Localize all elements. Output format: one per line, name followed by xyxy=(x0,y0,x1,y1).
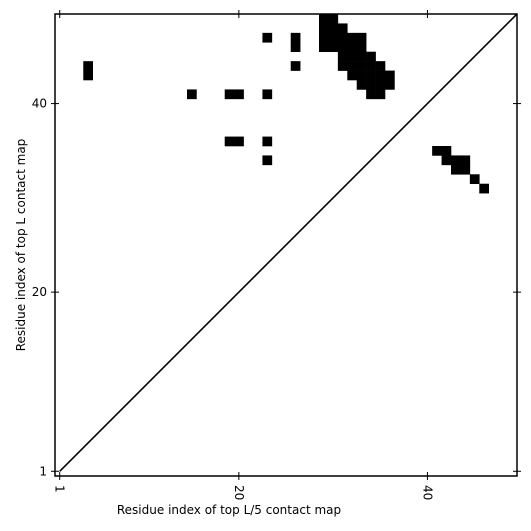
contact-cell xyxy=(187,89,197,100)
contact-cell xyxy=(366,70,376,81)
contact-cell xyxy=(347,51,358,62)
contact-cell xyxy=(319,14,329,24)
contact-cell xyxy=(234,89,244,100)
contact-cell xyxy=(375,80,386,90)
contact-cell xyxy=(328,32,339,43)
contact-cell xyxy=(479,183,490,194)
contact-cell xyxy=(451,155,461,166)
contact-cell xyxy=(337,42,348,53)
contact-cell xyxy=(262,32,273,43)
contact-cell xyxy=(337,23,348,34)
y-tick-label: 20 xyxy=(32,285,47,299)
contact-cell xyxy=(469,174,480,185)
contact-cell xyxy=(347,70,358,81)
contact-cell xyxy=(385,80,395,90)
y-tick-label: 40 xyxy=(32,97,47,111)
contact-cell xyxy=(234,136,244,147)
contact-cell xyxy=(328,23,339,34)
contact-cell xyxy=(347,32,358,43)
contact-cell xyxy=(460,155,471,166)
plot-frame xyxy=(54,13,518,477)
contact-cell xyxy=(356,80,367,90)
contact-cell xyxy=(366,51,376,62)
contact-cell xyxy=(262,136,273,147)
x-tick-label: 40 xyxy=(420,485,434,500)
contact-cell xyxy=(375,61,386,71)
contact-cell xyxy=(356,32,367,43)
contact-cell xyxy=(375,70,386,81)
contact-cell xyxy=(262,155,273,166)
contact-cell xyxy=(224,89,235,100)
contact-cell xyxy=(356,42,367,53)
contact-cell xyxy=(290,61,301,71)
contact-cell xyxy=(83,61,94,71)
contact-cell xyxy=(356,51,367,62)
contact-cell xyxy=(319,23,329,34)
y-axis-label: Residue index of top L contact map xyxy=(14,139,28,352)
contact-cell xyxy=(337,61,348,71)
contact-cell xyxy=(319,32,329,43)
contact-cell xyxy=(328,14,339,24)
contact-cell xyxy=(262,89,273,100)
contact-cell xyxy=(441,146,452,156)
contact-cell xyxy=(337,32,348,43)
contact-cell xyxy=(290,32,301,43)
contact-cell xyxy=(385,70,395,81)
x-axis-label: Residue index of top L/5 contact map xyxy=(117,503,341,517)
contact-cell xyxy=(337,51,348,62)
contact-cell xyxy=(319,42,329,53)
x-tick-label: 1 xyxy=(53,485,67,493)
contact-cell xyxy=(356,70,367,81)
contact-cell xyxy=(375,89,386,100)
contact-cell xyxy=(83,70,94,81)
contact-cell xyxy=(432,146,442,156)
diagonal-line xyxy=(59,13,518,472)
contact-cell xyxy=(366,80,376,90)
contact-cell xyxy=(366,89,376,100)
x-tick-label: 20 xyxy=(232,485,246,500)
contact-cell xyxy=(356,61,367,71)
contact-cell xyxy=(290,42,301,53)
contact-cell xyxy=(441,155,452,166)
contact-cell xyxy=(366,61,376,71)
contact-cell xyxy=(328,42,339,53)
contact-cell xyxy=(224,136,235,147)
contact-cell xyxy=(347,42,358,53)
y-tick-label: 1 xyxy=(39,464,47,478)
contact-cell xyxy=(451,164,461,175)
contact-cell xyxy=(460,164,471,175)
contact-cell xyxy=(347,61,358,71)
